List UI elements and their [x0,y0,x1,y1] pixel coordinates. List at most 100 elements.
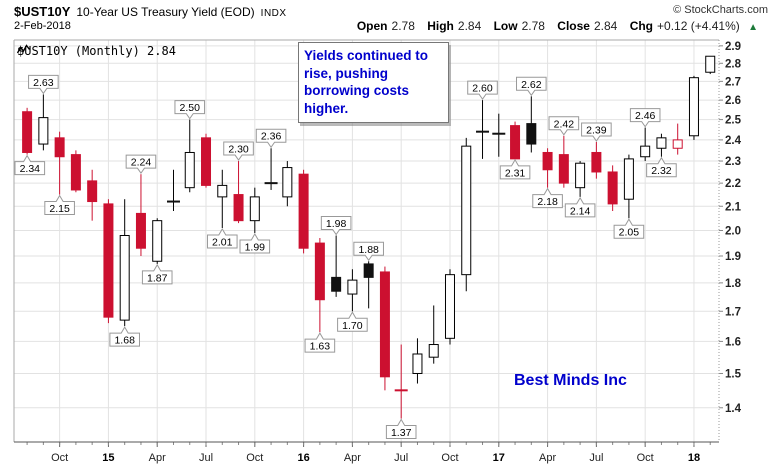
price-callout-text: 2.63 [33,77,54,89]
price-callout: 1.98 [320,216,352,236]
price-callout-text: 1.88 [358,244,379,256]
candle-jan-2017 [492,113,506,157]
x-tick-label: Oct [246,452,263,464]
chg-value: +0.12 (+4.41%) [657,19,740,33]
price-callout: 2.14 [564,196,596,218]
y-tick-label: 1.9 [725,251,741,263]
price-callout-text: 2.39 [586,124,607,136]
price-callout-text: 1.98 [326,218,347,230]
candle-dec-2016 [476,100,490,159]
y-tick-label: 2.8 [725,58,742,70]
candle-may-2017 [558,135,569,188]
candle-jan-2015 [103,199,114,324]
candle-feb-2017 [510,121,521,160]
y-tick-label: 2.5 [725,115,742,127]
y-tick-label: 1.4 [725,403,742,415]
x-tick-label: 18 [688,452,700,464]
x-tick-label: 15 [102,452,114,464]
price-callout: 2.32 [646,156,677,177]
candle-jul-2017 [591,141,602,179]
price-callout-text: 2.42 [554,118,575,130]
x-tick-label: Jul [394,452,408,464]
candle-feb-2016 [314,238,325,333]
candle-aug-2014 [22,107,33,155]
y-tick-label: 2.7 [725,76,741,88]
y-tick-label: 2.6 [725,95,741,107]
candle-dec-2017 [672,123,683,155]
candle-oct-2014 [54,131,65,195]
candlesticks [22,55,716,419]
price-callout-text: 1.63 [310,341,331,353]
x-tick-label: Apr [344,452,361,464]
price-callout-text: 2.32 [651,165,672,177]
candle-jun-2015 [184,119,195,193]
high-label: High [427,19,454,33]
candle-nov-2017 [656,133,667,157]
price-callout-text: 2.18 [537,196,558,208]
exchange-tag: INDX [260,8,287,19]
price-callout: 1.99 [239,233,271,253]
candle-mar-2017 [526,96,537,153]
price-callout-text: 2.15 [49,203,70,215]
price-callout: 2.34 [14,154,46,175]
price-callout: 2.05 [613,218,645,239]
stockcharts-credit-link[interactable]: © StockCharts.com [673,4,768,16]
ticker-symbol: $UST10Y [14,4,71,19]
candle-nov-2014 [70,150,81,193]
price-callouts: 2.34 2.63 2.15 1.68 2.24 1.87 2.50 2.01 2.30 1.99… [14,74,677,439]
candle-may-2015 [166,169,180,212]
candle-jul-2015 [201,133,212,188]
price-callout: 1.63 [304,332,336,353]
close-label: Close [557,19,590,33]
price-callout: 2.01 [206,228,238,249]
price-callout-text: 2.50 [180,102,201,114]
open-value: 2.78 [391,19,415,33]
x-tick-label: Apr [149,452,166,464]
candle-sep-2014 [38,94,49,151]
y-axis-labels: 1.4 1.5 1.6 1.7 1.8 1.9 2.0 2.1 2.2 2.3 2.4 2.5 2.6 2… [719,41,742,415]
price-callout: 2.36 [255,128,287,149]
close-value: 2.84 [593,19,618,33]
price-callout: 1.37 [385,418,417,439]
price-callout-text: 1.37 [391,427,412,439]
price-callout: 2.42 [548,116,580,136]
plot-legend-text: $UST10Y (Monthly) 2.84 [17,44,176,58]
price-callout-text: 2.24 [131,157,152,169]
chart-style-icon [17,44,30,54]
candle-sep-2017 [623,154,634,219]
candle-may-2016 [363,261,374,309]
price-callout: 2.39 [581,122,612,142]
candle-oct-2017 [640,127,651,162]
price-callout: 2.24 [125,154,157,175]
price-callout-text: 1.70 [342,320,363,332]
price-callout-text: 1.99 [245,241,266,253]
candle-mar-2016 [331,235,342,297]
y-tick-label: 2.4 [725,135,742,147]
candle-apr-2016 [347,269,358,312]
gridlines [14,40,719,442]
candle-sep-2015 [233,161,244,224]
open-label: Open [356,19,388,33]
y-tick-label: 2.1 [725,201,742,213]
candle-apr-2015 [152,218,163,264]
x-axis-labels: Oct 15 Apr Jul Oct 16 Apr Jul Oct 17 Apr Jul Oct 18 [26,442,711,464]
candle-oct-2015 [249,187,260,233]
y-tick-label: 1.7 [725,306,741,318]
x-tick-label: Jul [589,452,603,464]
x-tick-label: Oct [441,452,458,464]
price-callout-text: 2.62 [521,79,542,91]
price-callout-text: 2.05 [619,227,640,239]
price-callout: 1.70 [337,311,368,332]
price-callout-text: 1.68 [114,335,135,347]
y-tick-label: 2.2 [725,178,741,190]
candle-aug-2016 [412,338,423,384]
candle-mar-2015 [135,174,146,256]
x-tick-label: Apr [539,452,556,464]
price-callout-text: 2.34 [20,163,41,175]
y-tick-label: 2.3 [725,156,741,168]
high-value: 2.84 [457,19,482,33]
chart-header: $UST10Y 10-Year US Treasury Yield (EOD) IN… [14,3,287,21]
y-tick-label: 1.8 [725,278,742,290]
